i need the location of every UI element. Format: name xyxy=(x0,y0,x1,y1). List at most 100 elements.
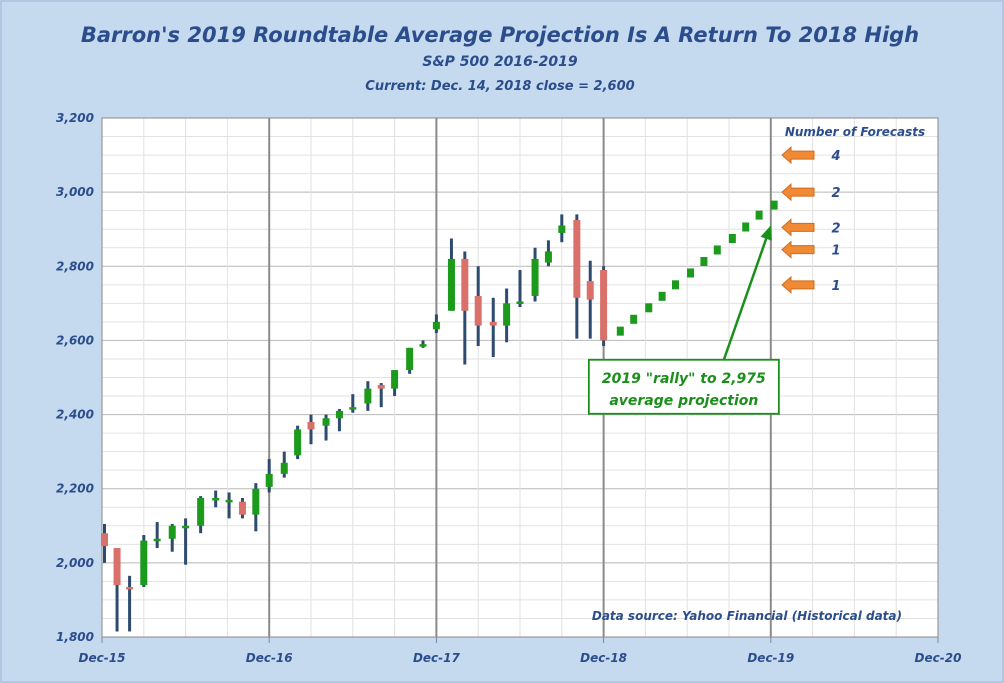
y-tick-label: 2,200 xyxy=(56,482,94,496)
candle xyxy=(113,548,121,632)
candle-body xyxy=(168,525,176,539)
forecast-count: 4 xyxy=(830,149,840,164)
candle xyxy=(294,425,302,460)
data-source: Data source: Yahoo Financial (Historical… xyxy=(592,609,902,623)
y-tick-label: 2,800 xyxy=(56,259,94,273)
candle xyxy=(432,314,440,334)
candle-body xyxy=(531,258,539,296)
x-tick-label: Dec-18 xyxy=(580,651,627,665)
candle xyxy=(364,381,372,411)
candle xyxy=(101,523,109,563)
candle xyxy=(349,394,357,413)
candle-body xyxy=(126,586,134,590)
candle xyxy=(406,347,414,374)
candle xyxy=(197,496,205,534)
y-tick-label: 1,800 xyxy=(56,630,94,644)
candle xyxy=(265,459,273,493)
x-axis: Dec-15 Dec-16 Dec-17 Dec-18 Dec-19 Dec-20 xyxy=(79,637,962,665)
candle xyxy=(153,522,161,549)
candle xyxy=(377,383,385,408)
projection-point xyxy=(770,200,778,210)
candle xyxy=(573,214,581,339)
annotation-line-1: 2019 "rally" to 2,975 xyxy=(602,371,766,387)
candle-body xyxy=(335,410,343,419)
candle xyxy=(544,240,552,267)
candle xyxy=(140,535,148,587)
candle-body xyxy=(600,269,608,341)
forecast-count: 2 xyxy=(831,186,840,201)
candle xyxy=(489,297,497,358)
candle-body xyxy=(265,473,273,487)
projection-point xyxy=(687,268,695,278)
candle xyxy=(503,288,511,343)
candle-body xyxy=(113,548,121,586)
x-tick-label: Dec-16 xyxy=(246,651,293,665)
candle-body xyxy=(364,388,372,404)
candlestick-series xyxy=(101,214,608,632)
chart-subtitle: S&P 500 2016-2019 xyxy=(422,54,578,70)
candle xyxy=(447,238,455,311)
candle-body xyxy=(447,258,455,311)
forecast-markers: Number of Forecasts 4 2 2 1 1 xyxy=(781,125,925,294)
annotation-arrow xyxy=(722,238,768,361)
candle-body xyxy=(406,347,414,371)
candle-body xyxy=(558,225,566,233)
candle-body xyxy=(252,488,260,515)
candle-body xyxy=(474,295,482,326)
candle-body xyxy=(432,321,440,330)
candle-body xyxy=(153,538,161,542)
forecast-count: 1 xyxy=(831,244,840,259)
projection-point xyxy=(630,314,638,324)
candle xyxy=(212,490,220,508)
candle xyxy=(182,518,190,565)
forecast-count: 1 xyxy=(831,279,840,294)
candle xyxy=(419,340,427,348)
candle-body xyxy=(307,421,315,430)
candle xyxy=(238,497,246,519)
candle xyxy=(474,266,482,346)
candle-body xyxy=(182,525,190,529)
candle-body xyxy=(140,540,148,586)
projection-point xyxy=(728,233,736,243)
x-tick-label: Dec-15 xyxy=(79,651,126,665)
forecast-arrow xyxy=(781,145,815,165)
candle-body xyxy=(461,258,469,311)
projection-annotation: 2019 "rally" to 2,975 average projection xyxy=(587,225,780,415)
projection-point xyxy=(755,210,763,220)
x-tick-label: Dec-20 xyxy=(915,651,962,665)
candle xyxy=(586,260,594,339)
projection-point xyxy=(671,280,679,290)
forecast-arrow xyxy=(781,218,815,237)
candle-body xyxy=(101,533,109,547)
y-tick-label: 2,600 xyxy=(56,333,94,347)
candle xyxy=(600,266,608,346)
annotation-box xyxy=(587,358,780,415)
candle-body xyxy=(503,303,511,326)
candle xyxy=(307,414,315,445)
x-tick-label: Dec-19 xyxy=(747,651,794,665)
candle-body xyxy=(238,501,246,515)
candle-body xyxy=(419,344,427,347)
candle-body xyxy=(197,497,205,526)
candle-body xyxy=(516,301,524,305)
candle xyxy=(516,269,524,308)
y-tick-label: 3,200 xyxy=(56,111,94,125)
projection-point xyxy=(616,326,624,336)
forecast-count: 2 xyxy=(831,221,840,236)
candle-body xyxy=(586,281,594,300)
chart-title: Barron's 2019 Roundtable Average Project… xyxy=(81,23,919,47)
candle-body xyxy=(322,418,330,426)
forecast-arrow xyxy=(781,183,815,202)
projection-point xyxy=(700,256,708,266)
candle-body xyxy=(280,462,288,474)
candle-body xyxy=(544,251,552,263)
candle xyxy=(280,451,288,478)
projection-series xyxy=(616,200,778,336)
candle xyxy=(252,483,260,532)
candle-body xyxy=(489,321,497,326)
y-axis: 1,800 2,000 2,200 2,400 2,600 2,800 3,000 3,200 xyxy=(56,111,94,644)
chart-subtitle-current: Current: Dec. 14, 2018 close = 2,600 xyxy=(365,79,634,94)
candle xyxy=(335,409,343,432)
